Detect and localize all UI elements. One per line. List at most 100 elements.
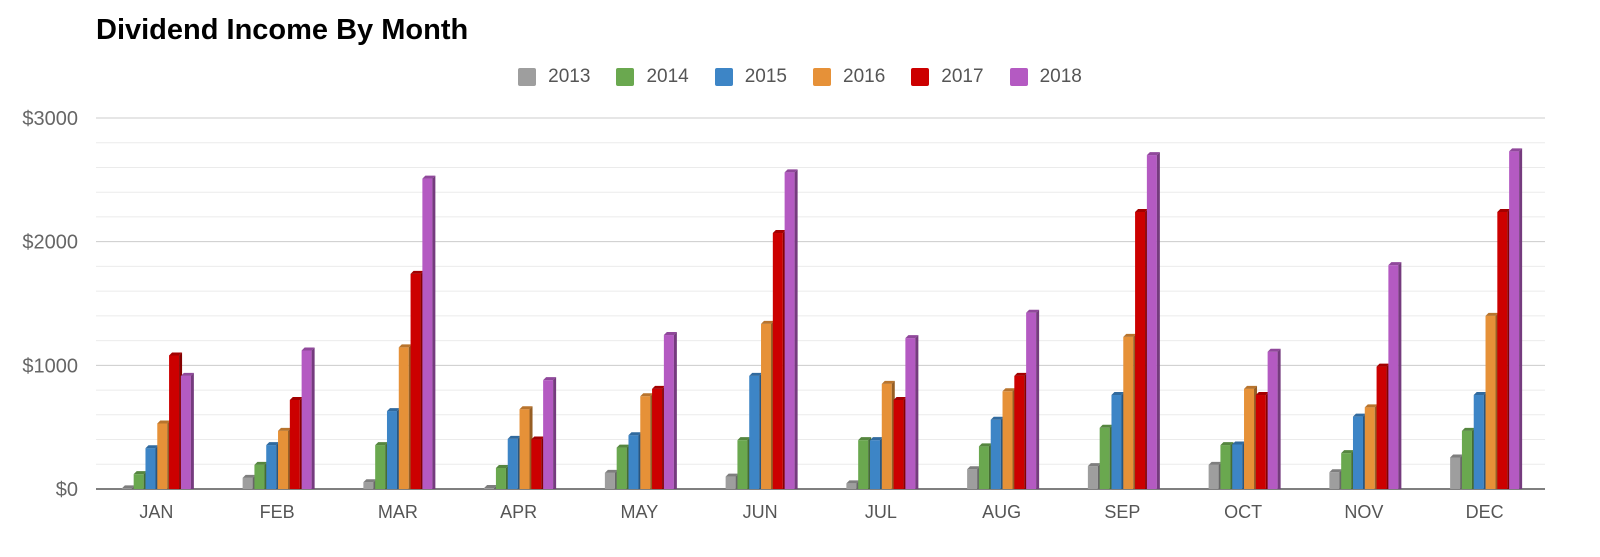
bar-face xyxy=(652,388,663,489)
bar-face xyxy=(604,472,615,489)
bar-face xyxy=(121,488,132,489)
bar-top xyxy=(1267,348,1281,352)
bar-face xyxy=(990,419,1001,489)
bar-2014-jan xyxy=(133,471,147,489)
bar-face xyxy=(169,355,180,489)
x-tick-label: AUG xyxy=(982,502,1021,522)
bar-2013-mar xyxy=(363,479,377,489)
bar-2016-apr xyxy=(519,406,533,489)
bar-side xyxy=(190,372,194,489)
bar-top xyxy=(145,445,159,449)
bar-2017-feb xyxy=(289,396,303,489)
bar-top xyxy=(484,485,498,489)
bar-side xyxy=(1156,152,1160,489)
bar-2013-oct xyxy=(1208,461,1222,489)
bar-face xyxy=(749,375,760,489)
bar-2015-jul xyxy=(869,437,883,489)
bar-face xyxy=(1099,427,1110,489)
bar-2014-feb xyxy=(254,461,268,489)
bar-2013-jan xyxy=(121,485,135,489)
bar-2018-jan xyxy=(180,372,194,489)
bar-2014-dec xyxy=(1461,427,1475,489)
bar-2018-jun xyxy=(784,169,798,489)
bar-face xyxy=(761,323,772,489)
x-tick-label: OCT xyxy=(1224,502,1262,522)
bar-2016-oct xyxy=(1244,385,1258,489)
bar-face xyxy=(1255,395,1266,489)
bar-2018-mar xyxy=(422,175,436,489)
x-tick-label: SEP xyxy=(1104,502,1140,522)
bar-2015-sep xyxy=(1111,392,1125,489)
bar-face xyxy=(1014,375,1025,489)
bar-top xyxy=(398,344,412,348)
bar-2017-jul xyxy=(893,396,907,489)
bar-face xyxy=(422,178,433,489)
bar-top xyxy=(519,406,533,410)
bar-2015-jan xyxy=(145,445,159,489)
bar-side xyxy=(432,175,436,489)
legend-swatch xyxy=(911,68,930,86)
bar-top xyxy=(1111,392,1125,396)
bar-top xyxy=(663,332,677,336)
bar-face xyxy=(1341,453,1352,489)
legend-item-2014: 2014 xyxy=(616,66,689,88)
bar-top xyxy=(858,437,872,441)
bar-face xyxy=(1376,366,1387,489)
bar-face xyxy=(1220,445,1231,489)
bar-face xyxy=(1364,407,1375,489)
chart-title: Dividend Income By Month xyxy=(96,14,469,46)
legend-swatch xyxy=(714,68,733,86)
bar-top xyxy=(1388,262,1402,266)
bar-top xyxy=(301,347,315,351)
bar-2016-mar xyxy=(398,344,412,489)
bar-top xyxy=(289,396,303,400)
bar-top xyxy=(531,436,545,440)
bar-2015-dec xyxy=(1473,392,1487,489)
bar-face xyxy=(784,172,795,489)
bar-top xyxy=(1002,388,1016,392)
legend-label: 2018 xyxy=(1039,66,1082,87)
bar-2018-sep xyxy=(1146,152,1160,489)
bar-face xyxy=(905,338,916,489)
bar-side xyxy=(673,332,677,489)
bar-2017-jan xyxy=(169,352,183,489)
legend-label: 2015 xyxy=(744,66,787,87)
bar-2017-aug xyxy=(1014,372,1028,489)
bar-face xyxy=(1497,211,1508,489)
bar-2016-dec xyxy=(1485,312,1499,489)
bar-2013-may xyxy=(604,469,618,489)
bar-2014-apr xyxy=(495,464,509,489)
bar-top xyxy=(640,393,654,397)
bar-top xyxy=(1352,413,1366,417)
bar-2015-aug xyxy=(990,416,1004,489)
bar-side xyxy=(1277,348,1281,489)
bar-top xyxy=(1376,363,1390,367)
bar-top xyxy=(1244,385,1258,389)
bar-2016-feb xyxy=(278,427,292,489)
bar-top xyxy=(1135,208,1149,212)
bar-top xyxy=(1497,208,1511,212)
bar-2018-jul xyxy=(905,335,919,489)
bar-face xyxy=(278,430,289,489)
bar-2017-nov xyxy=(1376,363,1390,489)
x-tick-label: FEB xyxy=(260,502,295,522)
bar-top xyxy=(363,479,377,483)
bar-top xyxy=(1146,152,1160,156)
bar-top xyxy=(375,442,389,446)
bar-2016-jul xyxy=(881,380,895,489)
bar-top xyxy=(893,396,907,400)
bar-face xyxy=(531,439,542,489)
bar-face xyxy=(663,335,674,489)
bar-face xyxy=(869,440,880,489)
x-tick-label: JUL xyxy=(865,502,897,522)
bar-top xyxy=(737,437,751,441)
bar-2017-dec xyxy=(1497,208,1511,489)
bar-top xyxy=(1208,461,1222,465)
legend-item-2015: 2015 xyxy=(714,66,787,88)
bar-face xyxy=(1087,466,1098,489)
bar-side xyxy=(915,335,919,489)
y-tick-label: $2000 xyxy=(22,232,78,254)
bar-face xyxy=(628,435,639,489)
bar-top xyxy=(761,320,775,324)
legend-swatch xyxy=(813,68,831,86)
